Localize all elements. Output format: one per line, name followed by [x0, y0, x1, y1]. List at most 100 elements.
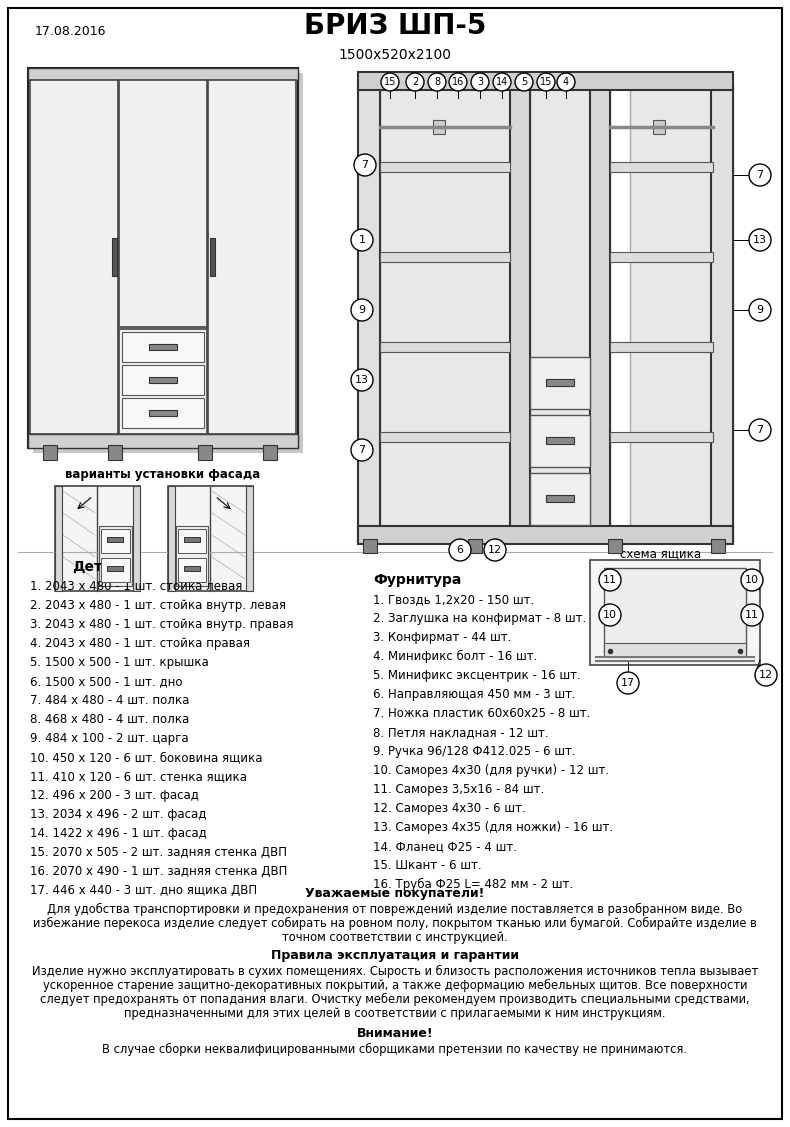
Text: 7: 7 [359, 445, 366, 455]
Bar [101, 529, 130, 553]
Circle shape [351, 299, 373, 321]
Bar [630, 85, 733, 542]
Circle shape [599, 569, 621, 591]
Text: 17: 17 [621, 678, 635, 687]
Text: 9: 9 [359, 305, 366, 316]
Bar [178, 558, 206, 582]
Text: 6. Направляющая 450 мм - 3 шт.: 6. Направляющая 450 мм - 3 шт. [373, 687, 576, 701]
Bar [546, 495, 574, 502]
Circle shape [406, 73, 424, 91]
Circle shape [749, 299, 771, 321]
Bar [101, 558, 130, 582]
Text: 9: 9 [757, 305, 764, 316]
Circle shape [354, 154, 376, 176]
Bar [380, 162, 510, 172]
Text: варианты установки фасада: варианты установки фасада [66, 468, 261, 481]
Text: 10: 10 [745, 575, 759, 585]
Text: Детали: Детали [73, 560, 132, 574]
Bar [28, 434, 298, 449]
Text: 16: 16 [452, 77, 465, 87]
Text: 2. 2043 х 480 - 1 шт. стойка внутр. левая: 2. 2043 х 480 - 1 шт. стойка внутр. лева… [30, 598, 286, 612]
Bar [107, 536, 123, 542]
Text: 13. Саморез 4х35 (для ножки) - 16 шт.: 13. Саморез 4х35 (для ножки) - 16 шт. [373, 820, 613, 834]
Circle shape [617, 672, 639, 694]
Text: 1500x520x2100: 1500x520x2100 [338, 48, 452, 62]
Circle shape [449, 539, 471, 561]
Bar [380, 252, 510, 261]
Bar [530, 357, 590, 409]
Text: 11: 11 [603, 575, 617, 585]
Bar [119, 329, 207, 434]
Text: Изделие нужно эксплуатировать в сухих помещениях. Сырость и близость расположени: Изделие нужно эксплуатировать в сухих по… [32, 965, 758, 978]
Circle shape [749, 165, 771, 186]
Bar [43, 445, 57, 460]
Text: 5. Минификс эксцентрик - 16 шт.: 5. Минификс эксцентрик - 16 шт. [373, 669, 581, 682]
Circle shape [351, 229, 373, 251]
Text: 11. 410 х 120 - 6 шт. стенка ящика: 11. 410 х 120 - 6 шт. стенка ящика [30, 770, 247, 783]
Bar [610, 432, 713, 442]
Bar [168, 486, 175, 591]
Text: 16. 2070 х 490 - 1 шт. задняя стенка ДВП: 16. 2070 х 490 - 1 шт. задняя стенка ДВП [30, 866, 288, 878]
Bar [122, 398, 204, 428]
Text: 1: 1 [359, 236, 366, 245]
Text: 4. 2043 х 480 - 1 шт. стойка правая: 4. 2043 х 480 - 1 шт. стойка правая [30, 637, 250, 650]
Text: 10: 10 [603, 610, 617, 620]
Bar [122, 365, 204, 394]
Text: 13: 13 [753, 236, 767, 245]
Bar [530, 473, 590, 525]
Text: ускоренное старение защитно-декоративных покрытий, а также деформацию мебельных : ускоренное старение защитно-декоративных… [43, 979, 747, 992]
Text: 10. Саморез 4х30 (для ручки) - 12 шт.: 10. Саморез 4х30 (для ручки) - 12 шт. [373, 764, 609, 777]
Bar [546, 379, 574, 387]
Text: 1. Гвоздь 1,2х20 - 150 шт.: 1. Гвоздь 1,2х20 - 150 шт. [373, 593, 534, 606]
Bar [99, 526, 132, 586]
Text: 2: 2 [412, 77, 418, 87]
Text: 2. Заглушка на конфирмат - 8 шт.: 2. Заглушка на конфирмат - 8 шт. [373, 612, 586, 625]
Bar [711, 539, 725, 553]
Text: 16. Труба Ф25 L= 482 мм - 2 шт.: 16. Труба Ф25 L= 482 мм - 2 шт. [373, 878, 573, 891]
Circle shape [741, 569, 763, 591]
Text: 9. 484 х 100 - 2 шт. царга: 9. 484 х 100 - 2 шт. царга [30, 733, 189, 745]
Bar [210, 238, 215, 276]
Bar [610, 252, 713, 261]
Bar [363, 539, 377, 553]
Bar [530, 85, 610, 542]
Text: 12: 12 [488, 545, 502, 554]
Text: 13. 2034 х 496 - 2 шт. фасад: 13. 2034 х 496 - 2 шт. фасад [30, 808, 206, 820]
Bar [30, 80, 118, 434]
Text: Внимание!: Внимание! [357, 1027, 433, 1040]
Text: 7: 7 [362, 160, 369, 170]
Bar [358, 526, 733, 544]
Circle shape [351, 440, 373, 461]
Text: 7: 7 [757, 170, 764, 180]
Circle shape [749, 229, 771, 251]
Bar [198, 445, 212, 460]
Bar [33, 73, 303, 453]
Bar [149, 378, 177, 383]
Text: 11. Саморез 3,5х16 - 84 шт.: 11. Саморез 3,5х16 - 84 шт. [373, 783, 544, 796]
Text: 15. 2070 х 505 - 2 шт. задняя стенка ДВП: 15. 2070 х 505 - 2 шт. задняя стенка ДВП [30, 846, 287, 859]
Text: 17. 446 х 440 - 3 шт. дно ящика ДВП: 17. 446 х 440 - 3 шт. дно ящика ДВП [30, 884, 257, 897]
Text: 15. Шкант - 6 шт.: 15. Шкант - 6 шт. [373, 859, 482, 872]
Bar [610, 162, 713, 172]
Text: 6. 1500 х 500 - 1 шт. дно: 6. 1500 х 500 - 1 шт. дно [30, 675, 182, 687]
Text: 5. 1500 х 500 - 1 шт. крышка: 5. 1500 х 500 - 1 шт. крышка [30, 656, 209, 669]
Text: 4: 4 [563, 77, 569, 87]
Bar [604, 568, 746, 653]
Bar [246, 486, 253, 591]
Text: 5: 5 [521, 77, 527, 87]
Text: 12. 496 х 200 - 3 шт. фасад: 12. 496 х 200 - 3 шт. фасад [30, 789, 199, 802]
Text: 10. 450 х 120 - 6 шт. боковина ящика: 10. 450 х 120 - 6 шт. боковина ящика [30, 751, 262, 764]
Text: Фурнитура: Фурнитура [373, 573, 461, 587]
Circle shape [741, 604, 763, 625]
Circle shape [449, 73, 467, 91]
Circle shape [557, 73, 575, 91]
Text: 1. 2043 х 480 - 1 шт. стойка левая: 1. 2043 х 480 - 1 шт. стойка левая [30, 580, 243, 593]
Text: 3. 2043 х 480 - 1 шт. стойка внутр. правая: 3. 2043 х 480 - 1 шт. стойка внутр. прав… [30, 618, 294, 631]
Bar [176, 526, 208, 586]
Text: 17.08.2016: 17.08.2016 [35, 25, 107, 38]
Circle shape [351, 369, 373, 391]
Bar [184, 536, 200, 542]
Circle shape [515, 73, 533, 91]
Bar [653, 119, 665, 134]
Text: 12: 12 [759, 669, 773, 680]
